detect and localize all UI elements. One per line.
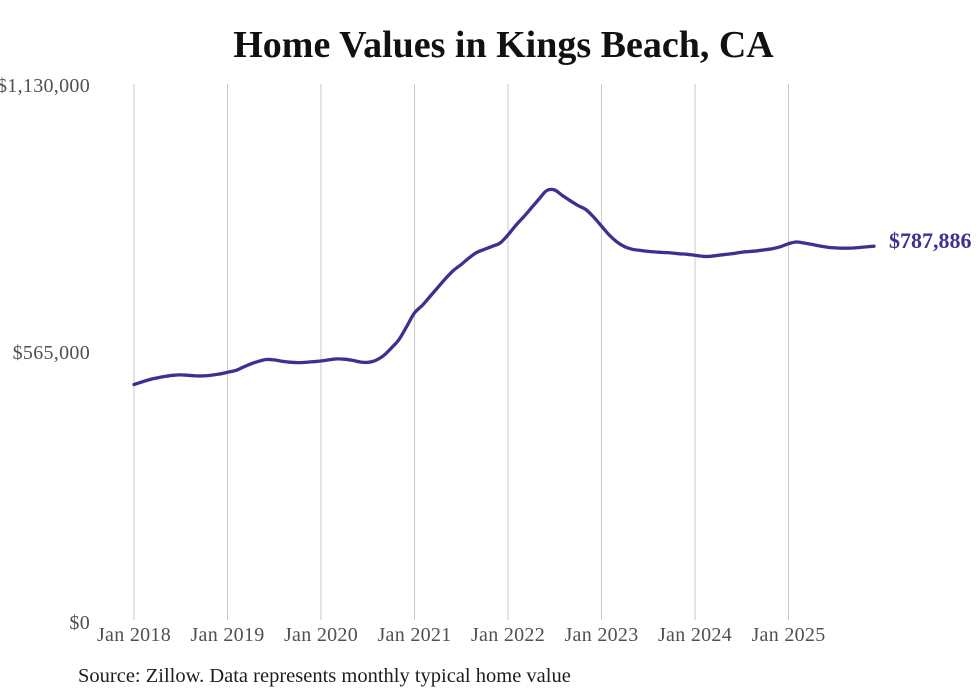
svg-text:Jan 2018: Jan 2018: [97, 624, 171, 646]
svg-text:$787,886: $787,886: [889, 228, 972, 253]
svg-text:$0: $0: [69, 612, 90, 634]
svg-text:$565,000: $565,000: [13, 342, 90, 364]
svg-text:Jan 2025: Jan 2025: [751, 624, 825, 646]
svg-text:$1,130,000: $1,130,000: [0, 75, 90, 97]
svg-text:Home Values in Kings Beach, CA: Home Values in Kings Beach, CA: [233, 24, 774, 66]
svg-text:Jan 2021: Jan 2021: [377, 624, 451, 646]
svg-text:Jan 2020: Jan 2020: [284, 624, 358, 646]
svg-text:Source: Zillow. Data represent: Source: Zillow. Data represents monthly …: [78, 665, 571, 687]
svg-text:Jan 2023: Jan 2023: [564, 624, 638, 646]
svg-text:Jan 2024: Jan 2024: [658, 624, 732, 646]
svg-text:Jan 2019: Jan 2019: [190, 624, 264, 646]
svg-text:Jan 2022: Jan 2022: [471, 624, 545, 646]
